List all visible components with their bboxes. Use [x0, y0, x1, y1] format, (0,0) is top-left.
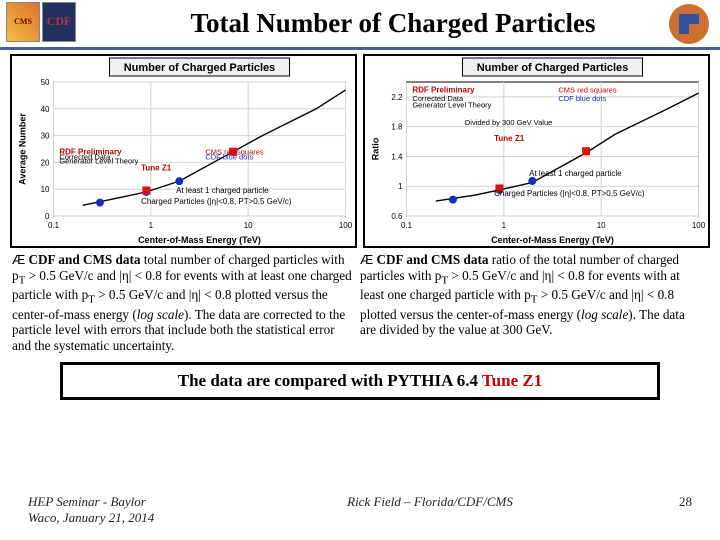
svg-text:Center-of-Mass Energy (TeV): Center-of-Mass Energy (TeV) [491, 235, 614, 245]
svg-text:1: 1 [149, 221, 154, 230]
chart-left: Number of Charged Particles 0.1 1 10 100 0 10 2… [10, 54, 357, 248]
svg-text:0.1: 0.1 [401, 221, 413, 230]
svg-text:1.8: 1.8 [391, 123, 403, 132]
arrow-icon: Æ [12, 252, 25, 267]
svg-text:2.2: 2.2 [391, 93, 403, 102]
svg-text:1: 1 [398, 182, 403, 191]
conclusion-tune: Tune Z1 [482, 371, 542, 390]
svg-text:Ratio: Ratio [371, 137, 381, 160]
svg-text:40: 40 [41, 105, 50, 114]
svg-text:50: 50 [41, 78, 50, 87]
svg-text:At least 1 charged particle: At least 1 charged particle [176, 186, 269, 195]
footer-page: 28 [632, 494, 692, 526]
chart-right: Number of Charged Particles 0.1 1 10 100 0.6 1… [363, 54, 710, 248]
cms-logo: CMS [6, 2, 40, 42]
svg-text:Center-of-Mass Energy (TeV): Center-of-Mass Energy (TeV) [138, 235, 261, 245]
svg-text:1: 1 [502, 221, 507, 230]
svg-text:Number of Charged Particles: Number of Charged Particles [124, 62, 276, 74]
svg-text:Divided by 300 GeV Value: Divided by 300 GeV Value [465, 118, 552, 127]
bullet-left-text: CDF and CMS data total number of charged… [12, 252, 352, 353]
footer-date: Waco, January 21, 2014 [28, 510, 228, 526]
svg-text:Tune Z1: Tune Z1 [141, 163, 172, 172]
svg-text:0.1: 0.1 [48, 221, 60, 230]
arrow-icon: Æ [360, 252, 373, 267]
experiment-logos: CMS CDF [6, 2, 116, 46]
svg-text:0: 0 [45, 212, 50, 221]
slide-footer: HEP Seminar - Baylor Waco, January 21, 2… [0, 494, 720, 526]
svg-text:Generator Level Theory: Generator Level Theory [412, 100, 491, 109]
svg-text:20: 20 [41, 158, 50, 167]
svg-text:10: 10 [244, 221, 253, 230]
svg-text:Charged Particles (|η|<0.8, PT: Charged Particles (|η|<0.8, PT>0.5 GeV/c… [494, 189, 645, 198]
svg-text:Average Number: Average Number [18, 113, 28, 185]
slide-header: CMS CDF Total Number of Charged Particle… [0, 0, 720, 50]
conclusion-prefix: The data are compared with PYTHIA 6.4 [178, 371, 482, 390]
uf-logo [664, 2, 714, 46]
bullet-right-text: CDF and CMS data ratio of the total numb… [360, 252, 685, 337]
footer-left: HEP Seminar - Baylor Waco, January 21, 2… [28, 494, 228, 526]
conclusion-box: The data are compared with PYTHIA 6.4 Tu… [60, 362, 660, 400]
svg-text:30: 30 [41, 132, 50, 141]
chart-row: Number of Charged Particles 0.1 1 10 100 0 10 2… [0, 50, 720, 250]
svg-text:1.4: 1.4 [391, 152, 403, 161]
svg-text:10: 10 [41, 185, 50, 194]
svg-text:CDF blue dots: CDF blue dots [205, 153, 253, 162]
bullet-left: Æ CDF and CMS data total number of charg… [12, 252, 360, 354]
svg-text:CDF blue dots: CDF blue dots [558, 94, 606, 103]
svg-text:Number of Charged Particles: Number of Charged Particles [477, 62, 629, 74]
bullet-right: Æ CDF and CMS data ratio of the total nu… [360, 252, 708, 354]
svg-text:100: 100 [692, 221, 706, 230]
footer-author: Rick Field – Florida/CDF/CMS [228, 494, 632, 526]
slide-title: Total Number of Charged Particles [116, 8, 664, 39]
svg-text:At least 1 charged particle: At least 1 charged particle [529, 169, 622, 178]
bullet-row: Æ CDF and CMS data total number of charg… [0, 250, 720, 358]
svg-text:Tune Z1: Tune Z1 [494, 134, 525, 143]
svg-text:10: 10 [597, 221, 606, 230]
cdf-logo: CDF [42, 2, 76, 42]
svg-text:Charged Particles (|η|<0.8, PT: Charged Particles (|η|<0.8, PT>0.5 GeV/c… [141, 197, 292, 206]
svg-text:100: 100 [339, 221, 353, 230]
footer-venue: HEP Seminar - Baylor [28, 494, 228, 510]
svg-text:0.6: 0.6 [391, 212, 403, 221]
svg-text:Generator Level Theory: Generator Level Theory [59, 157, 138, 166]
